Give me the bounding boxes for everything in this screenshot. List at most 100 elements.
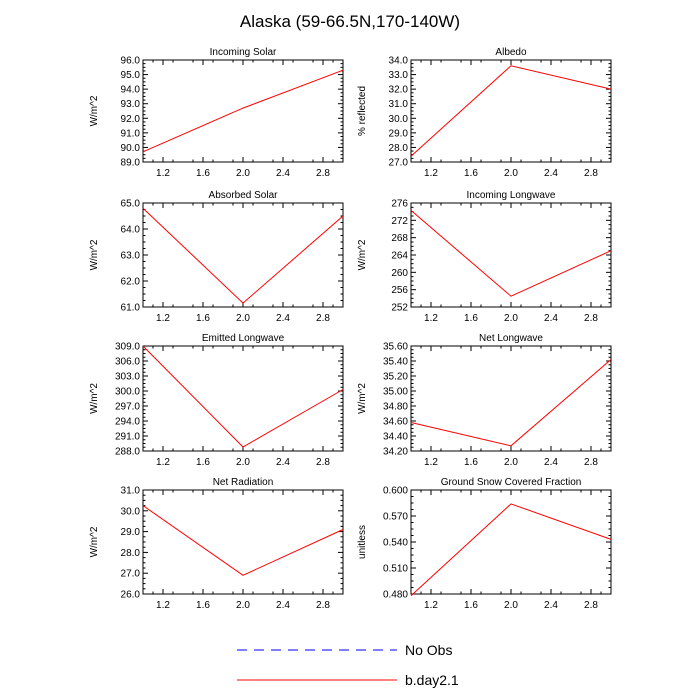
x-tick-label: 2.8 bbox=[584, 600, 598, 611]
x-tick-label: 2.8 bbox=[316, 168, 330, 179]
x-tick-label: 2.0 bbox=[236, 600, 250, 611]
y-axis-label: % reflected bbox=[357, 86, 368, 136]
y-tick-label: 32.0 bbox=[389, 85, 409, 96]
y-tick-label: 64.0 bbox=[121, 225, 141, 236]
x-tick-label: 2.8 bbox=[316, 600, 330, 611]
y-tick-label: 272 bbox=[391, 216, 408, 227]
legend-label-no-obs: No Obs bbox=[405, 642, 452, 658]
y-tick-label: 28.0 bbox=[121, 548, 141, 559]
x-tick-label: 2.8 bbox=[584, 457, 598, 468]
y-tick-label: 92.0 bbox=[121, 114, 141, 125]
y-tick-label: 94.0 bbox=[121, 85, 141, 96]
y-tick-label: 34.20 bbox=[383, 447, 408, 458]
legend: No Obs b.day2.1 bbox=[237, 642, 459, 688]
y-tick-label: 0.570 bbox=[383, 512, 408, 523]
y-tick-label: 34.0 bbox=[389, 56, 409, 67]
y-tick-label: 294.0 bbox=[115, 417, 140, 428]
plot-frame bbox=[142, 202, 344, 308]
panel-albedo: Albedo % reflected 27.0 28.0 29.0 30.0 31.0 32.… bbox=[357, 47, 612, 179]
y-tick-label: 93.0 bbox=[121, 99, 141, 110]
x-tick-label: 2.4 bbox=[544, 600, 558, 611]
y-tick-label: 65.0 bbox=[121, 199, 141, 210]
y-tick-label: 35.60 bbox=[383, 342, 408, 353]
panel-title: Net Longwave bbox=[479, 333, 543, 344]
y-tick-label: 35.00 bbox=[383, 387, 408, 398]
y-tick-label: 297.0 bbox=[115, 402, 140, 413]
y-tick-label: 62.0 bbox=[121, 277, 141, 288]
y-axis-label: W/m^2 bbox=[89, 95, 100, 126]
y-tick-label: 291.0 bbox=[115, 432, 140, 443]
x-tick-label: 2.0 bbox=[504, 457, 518, 468]
y-tick-label: 33.0 bbox=[389, 70, 409, 81]
x-tick-label: 1.2 bbox=[424, 168, 438, 179]
x-tick-label: 1.2 bbox=[156, 168, 170, 179]
plot-frame bbox=[410, 202, 612, 308]
x-tick-label: 2.0 bbox=[504, 168, 518, 179]
x-tick-label: 1.6 bbox=[196, 168, 210, 179]
panel-title: Net Radiation bbox=[213, 477, 274, 488]
y-axis-label: W/m^2 bbox=[89, 383, 100, 414]
x-tick-label: 1.6 bbox=[464, 168, 478, 179]
y-tick-label: 29.0 bbox=[389, 128, 409, 139]
y-tick-label: 31.0 bbox=[121, 486, 141, 497]
plot-frame bbox=[142, 59, 344, 163]
plot-frame bbox=[142, 345, 344, 452]
y-tick-label: 30.0 bbox=[389, 114, 409, 125]
y-tick-label: 0.540 bbox=[383, 538, 408, 549]
y-tick-label: 252 bbox=[391, 303, 408, 314]
y-tick-label: 0.600 bbox=[383, 486, 408, 497]
y-tick-label: 276 bbox=[391, 199, 408, 210]
y-tick-label: 35.20 bbox=[383, 372, 408, 383]
x-tick-label: 1.6 bbox=[464, 600, 478, 611]
x-tick-label: 2.4 bbox=[276, 457, 290, 468]
panel-title: Albedo bbox=[495, 47, 527, 58]
y-tick-label: 303.0 bbox=[115, 372, 140, 383]
y-tick-label: 63.0 bbox=[121, 251, 141, 262]
x-tick-label: 1.6 bbox=[196, 457, 210, 468]
x-tick-label: 2.0 bbox=[236, 168, 250, 179]
y-axis-label: W/m^2 bbox=[89, 526, 100, 557]
y-axis-label: W/m^2 bbox=[89, 239, 100, 270]
y-tick-label: 34.60 bbox=[383, 417, 408, 428]
plot-frame bbox=[410, 489, 612, 595]
y-tick-label: 0.480 bbox=[383, 590, 408, 601]
y-tick-label: 31.0 bbox=[389, 99, 409, 110]
x-tick-label: 2.4 bbox=[276, 168, 290, 179]
y-tick-label: 27.0 bbox=[389, 158, 409, 169]
x-tick-label: 1.2 bbox=[156, 600, 170, 611]
x-tick-label: 2.8 bbox=[316, 313, 330, 324]
y-tick-label: 260 bbox=[391, 268, 408, 279]
x-tick-label: 2.8 bbox=[316, 457, 330, 468]
x-tick-label: 1.2 bbox=[424, 600, 438, 611]
panel-ground-snow-covered-fraction: Ground Snow Covered Fraction unitless 0.48… bbox=[357, 477, 612, 611]
x-tick-label: 1.2 bbox=[424, 313, 438, 324]
y-tick-label: 29.0 bbox=[121, 527, 141, 538]
x-tick-label: 1.6 bbox=[196, 313, 210, 324]
series-line-b-day2-1 bbox=[410, 503, 612, 597]
panels: Incoming Solar W/m^2 89.0 90.0 91.0 92.0 93.0 9… bbox=[89, 47, 612, 611]
y-tick-label: 90.0 bbox=[121, 143, 141, 154]
panel-title: Absorbed Solar bbox=[209, 190, 279, 201]
y-tick-label: 268 bbox=[391, 233, 408, 244]
panel-title: Incoming Solar bbox=[210, 47, 277, 58]
x-tick-label: 1.6 bbox=[464, 313, 478, 324]
x-tick-label: 2.4 bbox=[544, 457, 558, 468]
panel-title: Incoming Longwave bbox=[467, 190, 556, 201]
x-tick-label: 2.0 bbox=[504, 313, 518, 324]
x-tick-label: 1.2 bbox=[156, 313, 170, 324]
y-axis-label: W/m^2 bbox=[357, 239, 368, 270]
plot-frame bbox=[142, 489, 344, 595]
series-line-b-day2-1 bbox=[410, 210, 612, 297]
y-tick-label: 256 bbox=[391, 285, 408, 296]
y-tick-label: 35.40 bbox=[383, 357, 408, 368]
panel-incoming-longwave: Incoming Longwave W/m^2 252 256 260 264 268 272… bbox=[357, 190, 612, 324]
plot-frame bbox=[410, 59, 612, 163]
y-tick-label: 95.0 bbox=[121, 70, 141, 81]
y-tick-label: 0.510 bbox=[383, 564, 408, 575]
plot-frame bbox=[410, 345, 612, 452]
x-tick-label: 2.4 bbox=[544, 313, 558, 324]
x-tick-label: 2.0 bbox=[504, 600, 518, 611]
y-tick-label: 27.0 bbox=[121, 569, 141, 580]
x-tick-label: 2.4 bbox=[276, 313, 290, 324]
